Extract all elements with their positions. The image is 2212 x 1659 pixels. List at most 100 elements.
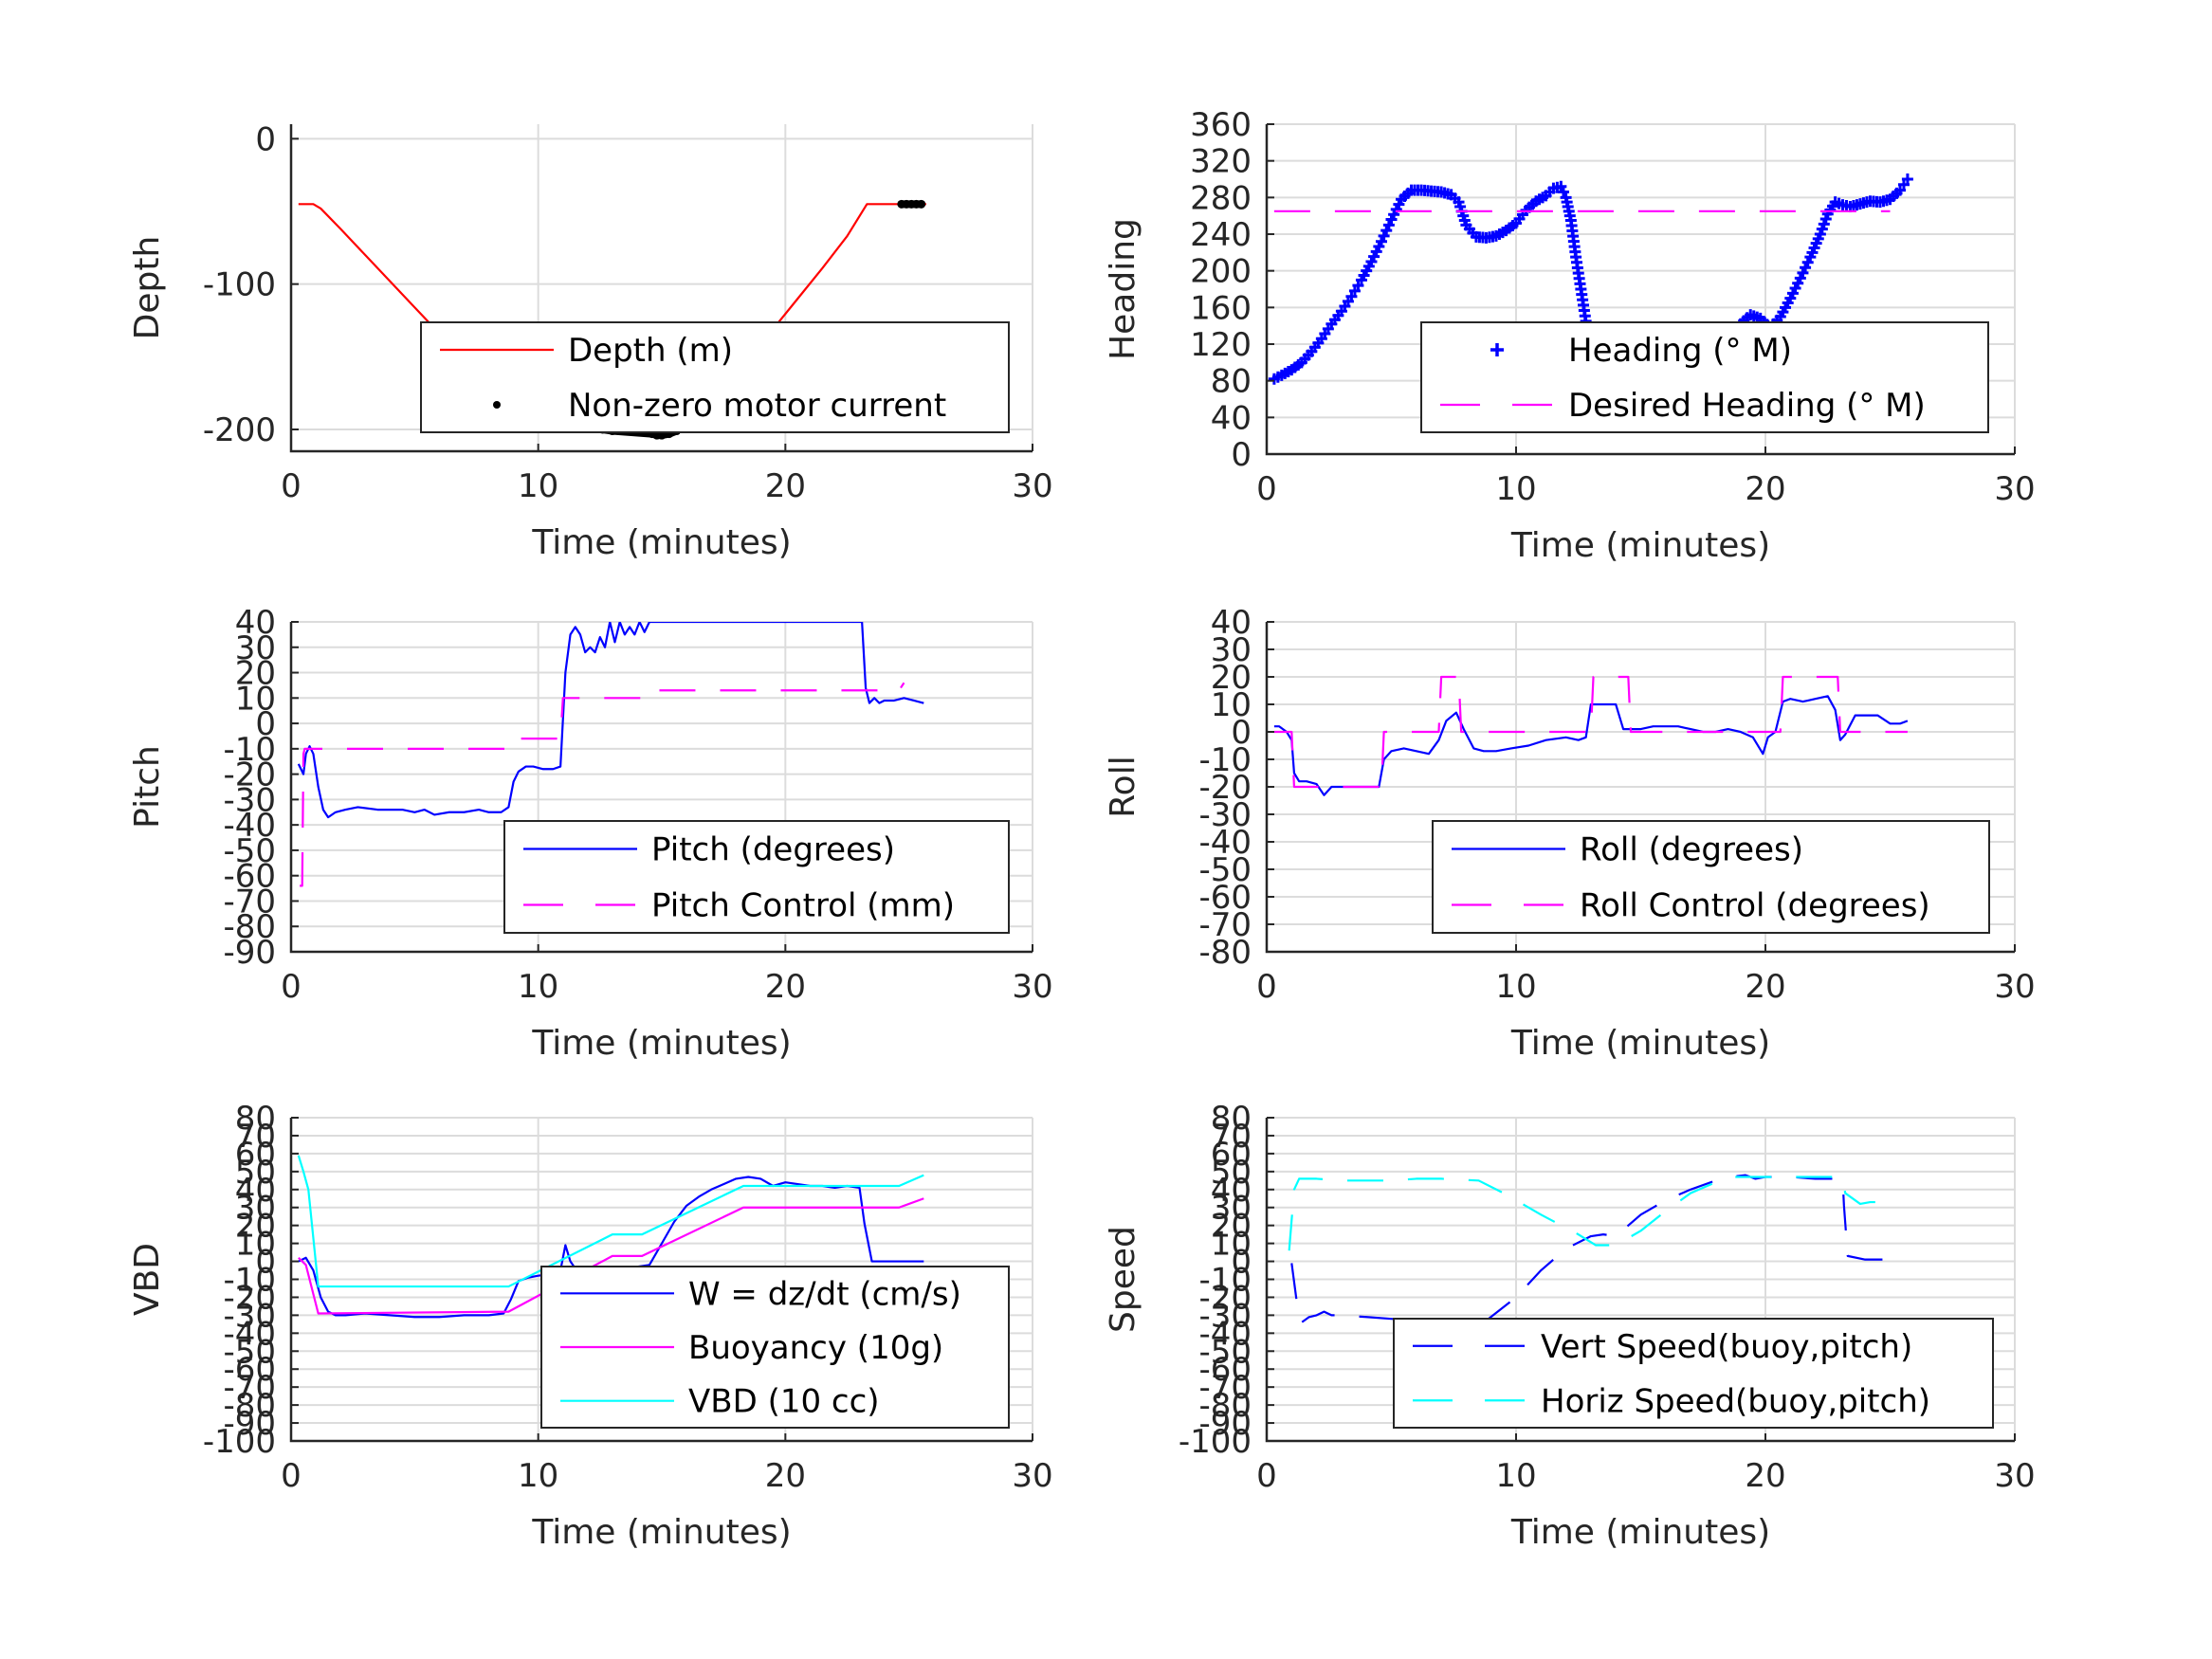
pitch-legend-label: Pitch (degrees): [651, 831, 895, 869]
vbd-ytick-label: -30: [223, 1297, 276, 1335]
pitch-ytick-label: -40: [223, 807, 276, 845]
speed-ytick-label: -60: [1198, 1351, 1252, 1389]
roll-legend-box: [1432, 820, 1990, 934]
vbd-xtick-label: 10: [518, 1457, 558, 1495]
heading-legend-entry: Desired Heading (° M): [1440, 387, 1926, 425]
vbd-ytick-label: 70: [235, 1118, 276, 1156]
depth-legend: Depth (m) Non-zero motor current: [420, 321, 1010, 433]
vbd-ytick-label: 40: [235, 1172, 276, 1210]
speed-ytick-label: -100: [1179, 1423, 1252, 1461]
depth-ylabel: Depth: [128, 236, 167, 340]
speed-panel: 0 10 20 3080706050403020100-10-20-30-40-50-…: [1104, 1100, 2036, 1552]
roll-xtick-label: 0: [1256, 968, 1277, 1006]
vbd-ytick-label: -90: [223, 1405, 276, 1443]
legend-plus-marker-icon: [1490, 343, 1504, 356]
vbd-ytick-label: 80: [235, 1100, 276, 1138]
roll-xtick-label: 10: [1495, 968, 1536, 1006]
pitch-ytick-label: 30: [235, 629, 276, 667]
vbd-ytick-label: 30: [235, 1190, 276, 1228]
roll-ytick-label: 10: [1211, 686, 1252, 724]
speed-xtick-label: 10: [1495, 1457, 1536, 1495]
speed-ytick-label: -30: [1198, 1297, 1252, 1335]
roll-xtick-label: 20: [1745, 968, 1785, 1006]
pitch-series-pitch-degrees: [297, 622, 924, 819]
vbd-series-vbd-10-cc: [297, 1155, 924, 1288]
pitch-ytick-label: -60: [223, 858, 276, 896]
vbd-series-buoyancy-10g: [298, 1197, 924, 1315]
roll-ytick-label: -30: [1198, 796, 1252, 834]
speed-ytick-label: -80: [1198, 1387, 1252, 1425]
pitch-ytick-label: 10: [235, 680, 276, 718]
heading-xtick-label: 0: [1256, 470, 1277, 508]
vbd-ytick-label: -80: [223, 1387, 276, 1425]
speed-ytick-label: 30: [1211, 1190, 1252, 1228]
heading-ytick-label: 80: [1211, 363, 1252, 401]
vbd-ytick-label: -100: [203, 1423, 276, 1461]
speed-ytick-label: 80: [1211, 1100, 1252, 1138]
depth-ytick-label: -100: [203, 266, 276, 304]
heading-ytick-label: 0: [1231, 436, 1252, 474]
heading-legend-label: Desired Heading (° M): [1568, 387, 1926, 425]
vbd-xtick-label: 30: [1012, 1457, 1052, 1495]
heading-legend-label: Heading (° M): [1568, 332, 1792, 370]
pitch-ylabel: Pitch: [128, 745, 167, 829]
speed-ytick-label: 10: [1211, 1226, 1252, 1264]
roll-xtick-label: 30: [1994, 968, 2035, 1006]
heading-ytick-label: 120: [1190, 326, 1252, 364]
depth-series-non-zero-motor-current-point: [917, 199, 926, 209]
speed-ytick-label: 0: [1231, 1244, 1252, 1282]
heading-ylabel: Heading: [1104, 218, 1143, 360]
roll-ylabel: Roll: [1104, 756, 1143, 817]
vbd-ytick-label: 20: [235, 1208, 276, 1246]
heading-xlabel: Time (minutes): [1510, 526, 1770, 565]
depth-legend-entry: Depth (m): [440, 332, 733, 370]
heading-ytick-label: 360: [1190, 106, 1252, 144]
pitch-legend-box: [503, 820, 1010, 934]
roll-legend-label: Roll Control (degrees): [1580, 887, 1930, 925]
heading-ytick-label: 200: [1190, 253, 1252, 291]
speed-xtick-label: 20: [1745, 1457, 1785, 1495]
depth-ytick-label: -200: [203, 411, 276, 449]
pitch-xlabel: Time (minutes): [531, 1024, 791, 1063]
pitch-ytick-label: -90: [223, 934, 276, 972]
speed-ytick-label: -50: [1198, 1333, 1252, 1371]
roll-ytick-label: 40: [1211, 604, 1252, 642]
speed-ytick-label: 70: [1211, 1118, 1252, 1156]
roll-legend-entry: Roll (degrees): [1452, 831, 1803, 869]
speed-xtick-label: 30: [1994, 1457, 2035, 1495]
vbd-ytick-label: 0: [255, 1244, 276, 1282]
pitch-ytick-label: 0: [255, 705, 276, 743]
depth-legend-box: [420, 321, 1010, 433]
roll-ytick-label: -50: [1198, 851, 1252, 889]
vbd-ylabel: VBD: [128, 1243, 167, 1316]
roll-ytick-label: 20: [1211, 659, 1252, 697]
speed-ylabel: Speed: [1104, 1226, 1143, 1333]
pitch-series-pitch-control-mm: [300, 682, 905, 887]
vbd-legend-entry: Buoyancy (10g): [560, 1329, 943, 1367]
vbd-xlabel: Time (minutes): [531, 1513, 791, 1552]
speed-series-horiz-speed-buoy-pitch: [1288, 1176, 1886, 1251]
vbd-ytick-label: 60: [235, 1136, 276, 1174]
vbd-ytick-label: -10: [223, 1262, 276, 1300]
pitch-ytick-label: -10: [223, 731, 276, 769]
pitch-ytick-label: -50: [223, 832, 276, 870]
pitch-ytick-label: -20: [223, 757, 276, 794]
pitch-legend: Pitch (degrees) Pitch Control (mm): [503, 820, 1010, 934]
vbd-legend-label: Buoyancy (10g): [688, 1329, 943, 1367]
heading-legend-box: [1420, 321, 1989, 433]
heading-xtick-label: 10: [1495, 470, 1536, 508]
depth-xtick-label: 10: [518, 467, 558, 505]
pitch-xtick-label: 10: [518, 968, 558, 1006]
vbd-xtick-label: 20: [765, 1457, 806, 1495]
roll-series-roll-control-degrees: [1273, 675, 1908, 789]
pitch-xtick-label: 20: [765, 968, 806, 1006]
roll-ytick-label: 30: [1211, 631, 1252, 669]
depth-ytick-label: 0: [255, 120, 276, 158]
roll-legend-entry: Roll Control (degrees): [1452, 887, 1930, 925]
heading-series-heading-m-marker: [1901, 173, 1913, 185]
pitch-ytick-label: 40: [235, 604, 276, 642]
speed-xlabel: Time (minutes): [1510, 1513, 1770, 1552]
vbd-legend-entry: W = dz/dt (cm/s): [560, 1275, 961, 1313]
speed-legend-entry: Vert Speed(buoy,pitch): [1413, 1328, 1912, 1366]
